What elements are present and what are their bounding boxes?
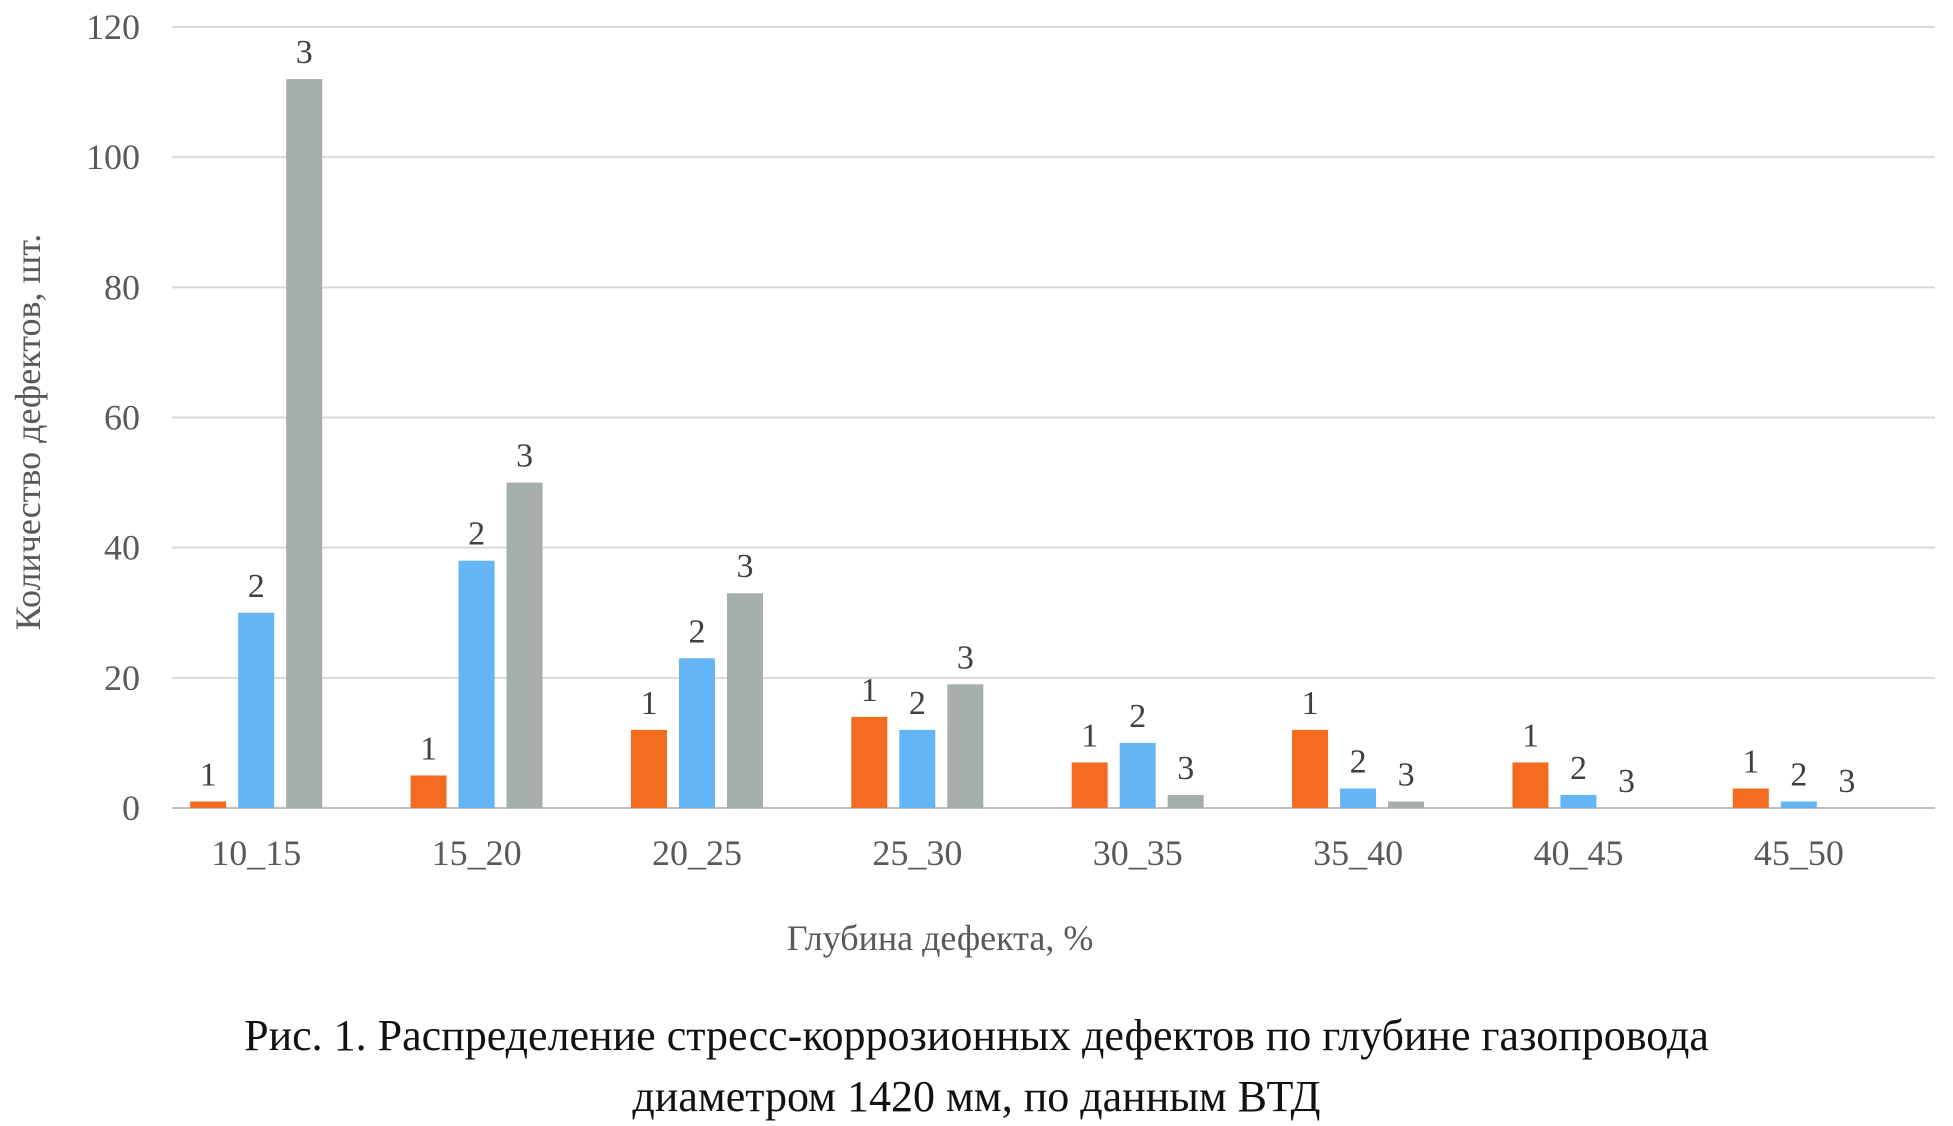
bar-label-series-3: 3 (1838, 763, 1855, 800)
bar-label-series-1: 1 (1302, 685, 1319, 722)
bar-series-1 (1071, 762, 1108, 808)
x-category-label: 40_45 (1533, 833, 1623, 873)
gridlines (172, 26, 1935, 809)
bar-series-2 (238, 612, 275, 808)
bar-label-series-2: 2 (248, 568, 265, 605)
y-axis-title: Количество дефектов, шт. (8, 234, 48, 630)
bar-label-series-1: 1 (1742, 743, 1759, 780)
bar-series-1 (190, 801, 227, 808)
bar-label-series-2: 2 (688, 613, 705, 650)
bar-label-series-1: 1 (861, 672, 878, 709)
bar-series-2 (1560, 794, 1597, 808)
bar-label-series-2: 2 (1570, 750, 1587, 787)
y-axis-ticks: 0 20 40 60 80 100 120 (86, 7, 140, 828)
y-tick-label: 100 (86, 137, 140, 177)
bar-series-2 (1119, 742, 1156, 808)
y-tick-label: 0 (122, 788, 140, 828)
bar-series-3 (947, 684, 984, 808)
x-category-label: 35_40 (1313, 833, 1403, 873)
x-category-label: 15_20 (432, 833, 522, 873)
bar-series-1 (1512, 762, 1549, 808)
bar-label-series-3: 3 (1618, 763, 1635, 800)
bar-label-series-3: 3 (736, 548, 753, 585)
y-tick-label: 40 (104, 528, 140, 568)
bar-label-series-3: 3 (1177, 750, 1194, 787)
bar-label-series-3: 3 (516, 438, 533, 475)
bar-series-2 (899, 729, 936, 808)
bar-label-series-3: 3 (1398, 756, 1415, 793)
x-category-label: 30_35 (1093, 833, 1183, 873)
bar-series-2 (1780, 801, 1817, 808)
bar-series-2 (1340, 788, 1377, 808)
bar-label-series-2: 2 (1350, 743, 1367, 780)
bar-label-series-1: 1 (200, 756, 217, 793)
bar-label-series-3: 3 (957, 639, 974, 676)
bar-series-1 (1732, 788, 1769, 808)
bar-series-3 (726, 593, 763, 808)
x-axis-categories: 10_15 15_20 20_25 25_30 30_35 35_40 40_45 45_50 (211, 833, 1844, 873)
x-category-label: 45_50 (1754, 833, 1844, 873)
bar-label-series-2: 2 (909, 685, 926, 722)
y-tick-label: 60 (104, 398, 140, 438)
y-tick-label: 120 (86, 7, 140, 47)
bar-series-1 (851, 716, 888, 808)
bar-series-3 (1388, 801, 1425, 808)
bar-label-series-1: 1 (1522, 717, 1539, 754)
y-tick-label: 80 (104, 267, 140, 307)
figure-caption-line-1: Рис. 1. Распределение стресс-коррозионны… (244, 1011, 1709, 1060)
bar-series-3 (1167, 794, 1204, 808)
bar-label-series-1: 1 (420, 730, 437, 767)
x-category-label: 10_15 (211, 833, 301, 873)
bar-series-1 (1292, 729, 1329, 808)
bar-label-series-2: 2 (468, 516, 485, 553)
bar-series-3 (286, 79, 323, 809)
bar-label-series-1: 1 (1081, 717, 1098, 754)
x-axis-title: Глубина дефекта, % (787, 918, 1094, 958)
figure-caption-line-2: диаметром 1420 мм, по данным ВТД (632, 1072, 1321, 1121)
x-category-label: 20_25 (652, 833, 742, 873)
bars (190, 79, 1817, 809)
bar-series-3 (506, 482, 543, 808)
bar-label-series-2: 2 (1790, 756, 1807, 793)
x-category-label: 25_30 (872, 833, 962, 873)
bar-series-1 (410, 775, 447, 808)
bar-label-series-2: 2 (1129, 698, 1146, 735)
bar-series-1 (630, 729, 667, 808)
bar-label-series-3: 3 (296, 34, 313, 71)
bar-label-series-1: 1 (640, 685, 657, 722)
bar-series-2 (458, 560, 495, 808)
bar-series-2 (678, 658, 715, 808)
y-tick-label: 20 (104, 658, 140, 698)
